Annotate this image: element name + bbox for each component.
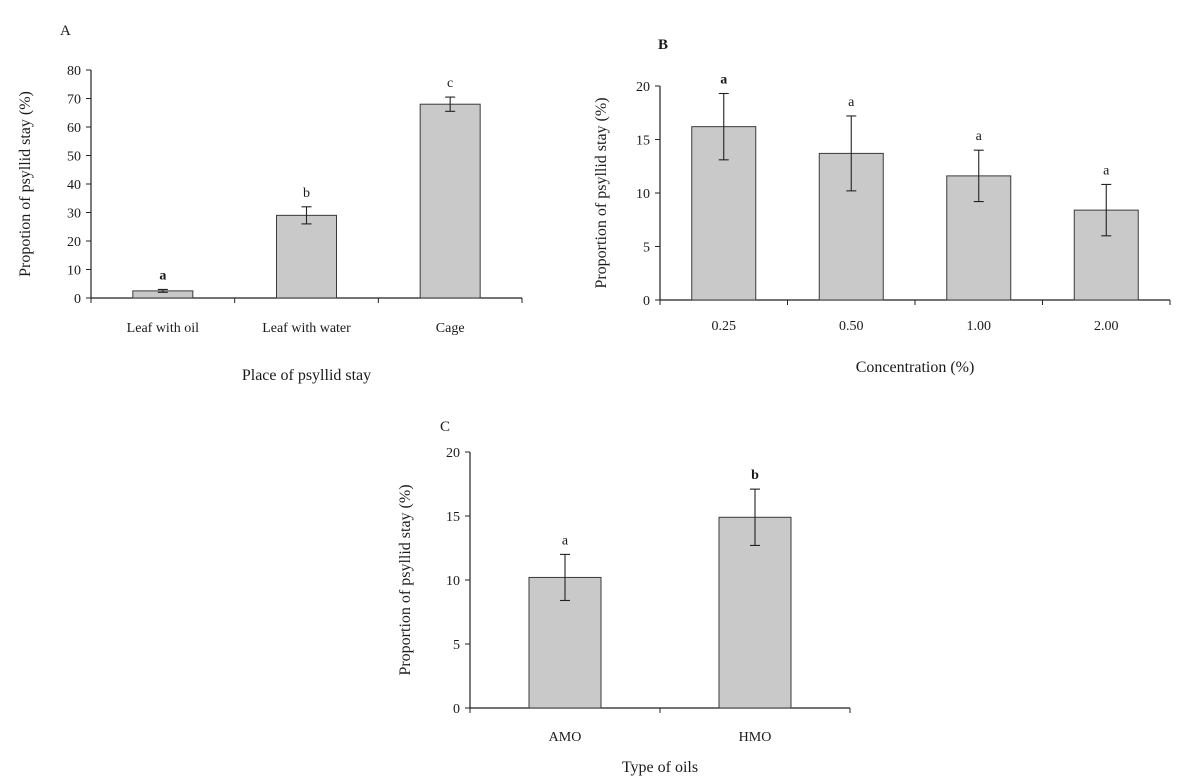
y-tick-label: 10: [446, 574, 460, 589]
y-axis-title: Proportion of psyllid stay (%): [593, 97, 610, 288]
panel-label: A: [60, 23, 71, 39]
x-tick-label: Leaf with water: [262, 321, 351, 336]
y-tick-label: 10: [636, 187, 650, 202]
x-axis-title: Concentration (%): [856, 359, 975, 376]
panel-label: B: [658, 37, 668, 53]
x-axis-title: Place of psyllid stay: [242, 367, 371, 384]
significance-letter: b: [303, 186, 310, 201]
y-tick-label: 15: [446, 510, 460, 525]
y-tick-label: 70: [67, 93, 81, 108]
y-tick-label: 40: [67, 178, 81, 193]
bar-a-2: [277, 215, 337, 298]
x-tick-label: 0.50: [839, 319, 864, 334]
y-tick-label: 20: [67, 235, 81, 250]
x-tick-label: 2.00: [1094, 319, 1119, 334]
y-axis-title: Proportion of psyllid stay (%): [397, 484, 414, 675]
significance-letter: a: [1103, 163, 1110, 178]
y-tick-label: 30: [67, 207, 81, 222]
y-tick-label: 5: [643, 241, 650, 256]
significance-letter: a: [159, 268, 166, 283]
x-tick-label: 0.25: [712, 319, 737, 334]
panel-label: C: [440, 419, 450, 435]
chart-panel-a: A 0 10 20 30 40 50 60 70 80 a Leaf with oil b Leaf wi…: [17, 23, 522, 384]
y-tick-label: 15: [636, 134, 650, 149]
bar-a-3: [420, 104, 480, 298]
x-tick-label: 1.00: [967, 319, 992, 334]
y-axis-title: Propotion of psyllid stay (%): [17, 91, 34, 277]
y-tick-label: 60: [67, 121, 81, 136]
x-tick-label: Leaf with oil: [127, 321, 199, 336]
significance-letter: c: [447, 76, 453, 91]
significance-letter: b: [751, 468, 759, 483]
significance-letter: a: [720, 72, 727, 87]
y-tick-label: 0: [643, 294, 650, 309]
x-tick-label: Cage: [436, 321, 465, 336]
significance-letter: a: [562, 533, 569, 548]
chart-panel-c: C 0 5 10 15 20 a AMO b HMO Type of oils Proportion …: [397, 419, 850, 776]
y-tick-label: 5: [453, 638, 460, 653]
x-axis-title: Type of oils: [622, 759, 698, 776]
y-tick-label: 0: [74, 292, 81, 307]
y-tick-label: 10: [67, 264, 81, 279]
x-tick-label: HMO: [739, 730, 772, 745]
significance-letter: a: [848, 95, 855, 110]
significance-letter: a: [976, 129, 983, 144]
y-tick-label: 20: [446, 446, 460, 461]
x-tick-label: AMO: [549, 730, 582, 745]
y-tick-label: 50: [67, 150, 81, 165]
y-tick-label: 0: [453, 702, 460, 717]
chart-panel-b: B 0 5 10 15 20 a 0.25 a 0.50 a 1.00 a 2.00 Concentrati…: [593, 37, 1170, 376]
y-tick-label: 80: [67, 64, 81, 79]
y-tick-label: 20: [636, 80, 650, 95]
